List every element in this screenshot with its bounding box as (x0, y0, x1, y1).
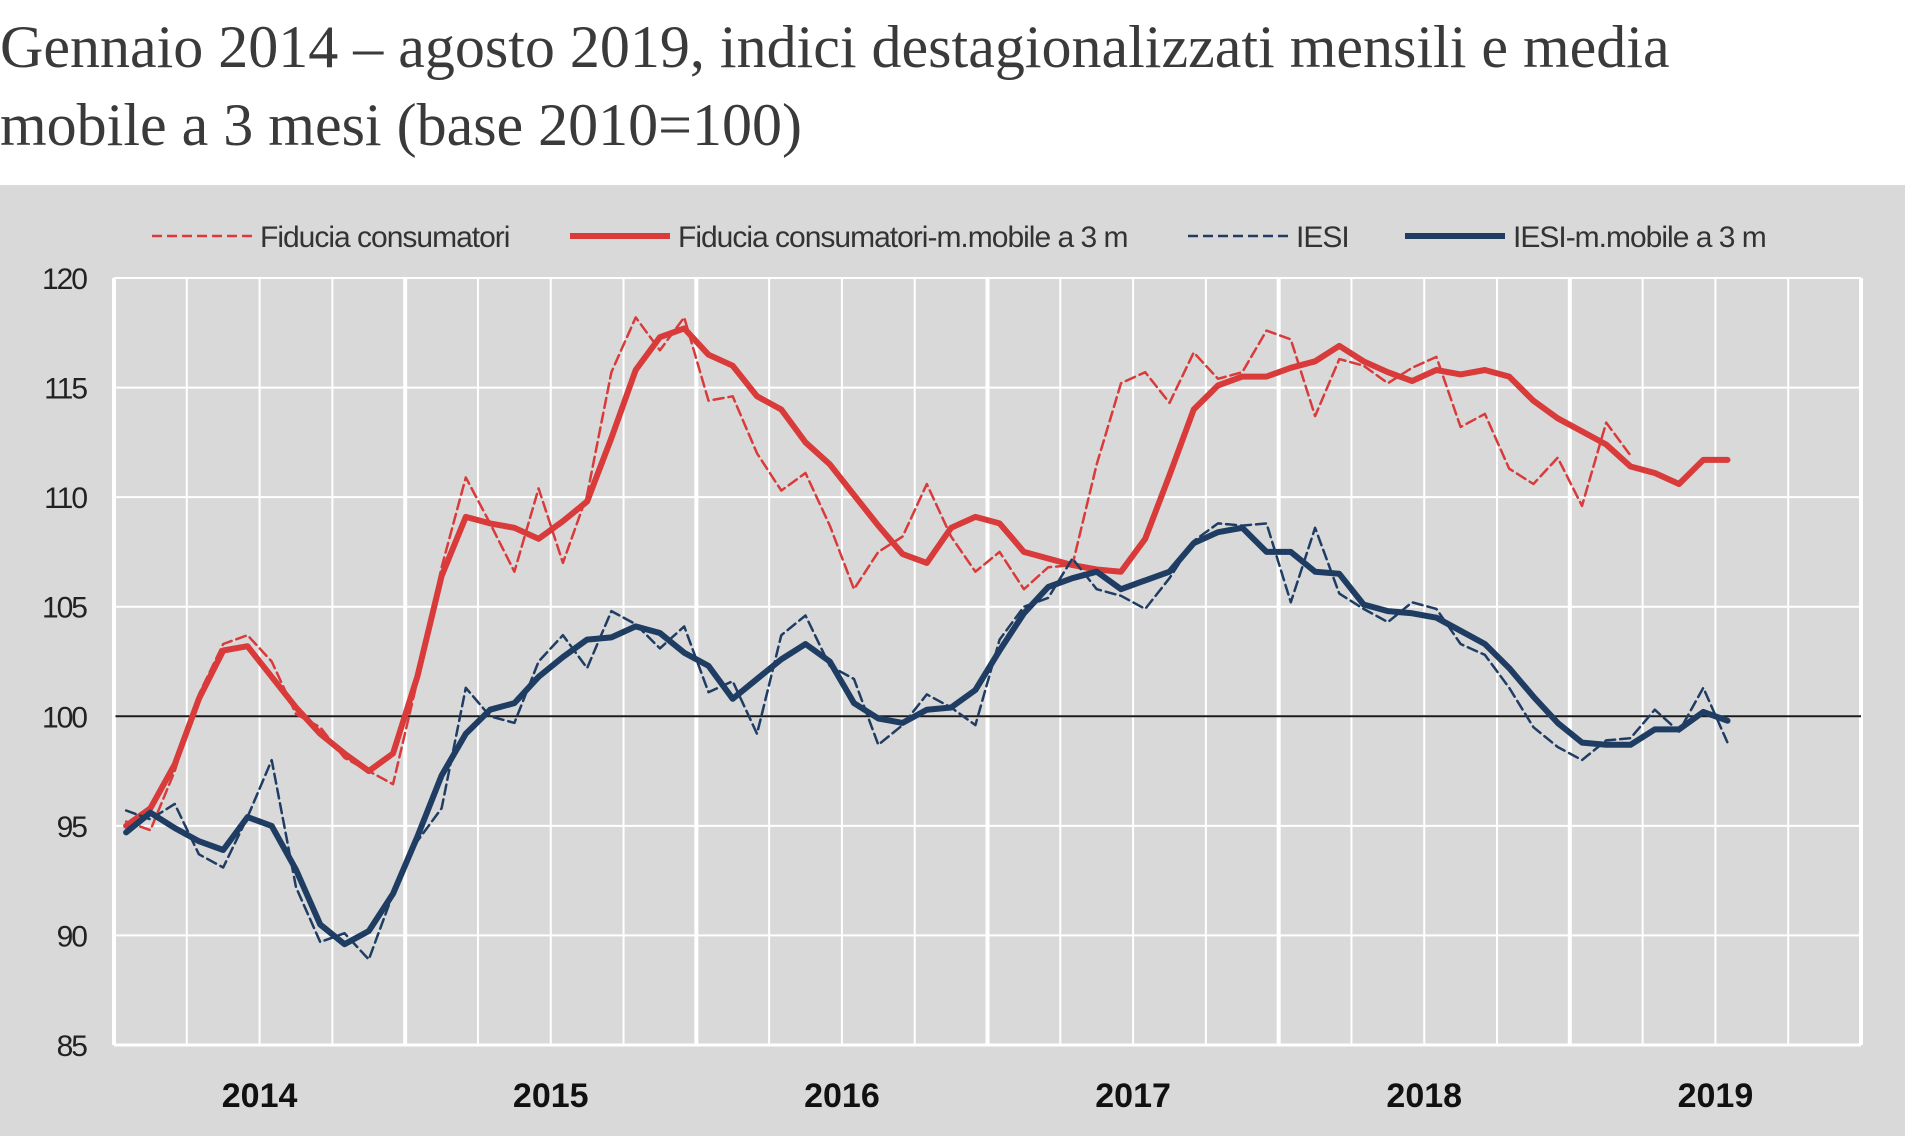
x-tick-label: 2017 (1095, 1077, 1171, 1115)
x-tick-label: 2016 (804, 1077, 880, 1115)
series-layer (123, 316, 1731, 961)
chart-title-line-1: Gennaio 2014 – agosto 2019, indici desta… (0, 14, 1670, 80)
legend-label-1: Fiducia consumatori (260, 221, 509, 254)
y-tick-label: 100 (42, 701, 87, 734)
line-chart: 120 115 110 105 100 95 90 85 2014 2015 2016 2017 201… (42, 221, 1863, 1115)
y-tick-label: 110 (44, 482, 87, 515)
chart-panel: 120 115 110 105 100 95 90 85 2014 2015 2016 2017 201… (0, 185, 1905, 1136)
legend-label-4: IESI-m.mobile a 3 m (1513, 221, 1766, 254)
y-tick-label: 105 (42, 592, 87, 625)
series-line-4 (123, 524, 1731, 948)
chart-title: Gennaio 2014 – agosto 2019, indici desta… (0, 8, 1905, 164)
x-tick-label: 2015 (513, 1077, 589, 1115)
legend-label-3: IESI (1296, 221, 1349, 254)
legend-label-2: Fiducia consumatori-m.mobile a 3 m (678, 221, 1128, 254)
series-line-1 (124, 316, 1632, 832)
chart-title-line-2: mobile a 3 mesi (base 2010=100) (0, 92, 803, 158)
y-tick-label: 90 (57, 920, 88, 953)
x-tick-label: 2019 (1678, 1077, 1754, 1115)
y-tick-label: 85 (57, 1030, 88, 1063)
series-line-2 (123, 325, 1731, 829)
y-tick-label: 120 (42, 263, 87, 296)
x-tick-label: 2018 (1386, 1077, 1462, 1115)
y-tick-label: 115 (44, 373, 87, 406)
y-tick-label: 95 (57, 811, 88, 844)
legend: Fiducia consumatori Fiducia consumatori-m… (152, 221, 1767, 254)
axis-layer: 120 115 110 105 100 95 90 85 2014 2015 2016 2017 201… (42, 263, 1861, 1115)
x-tick-label: 2014 (222, 1077, 298, 1115)
